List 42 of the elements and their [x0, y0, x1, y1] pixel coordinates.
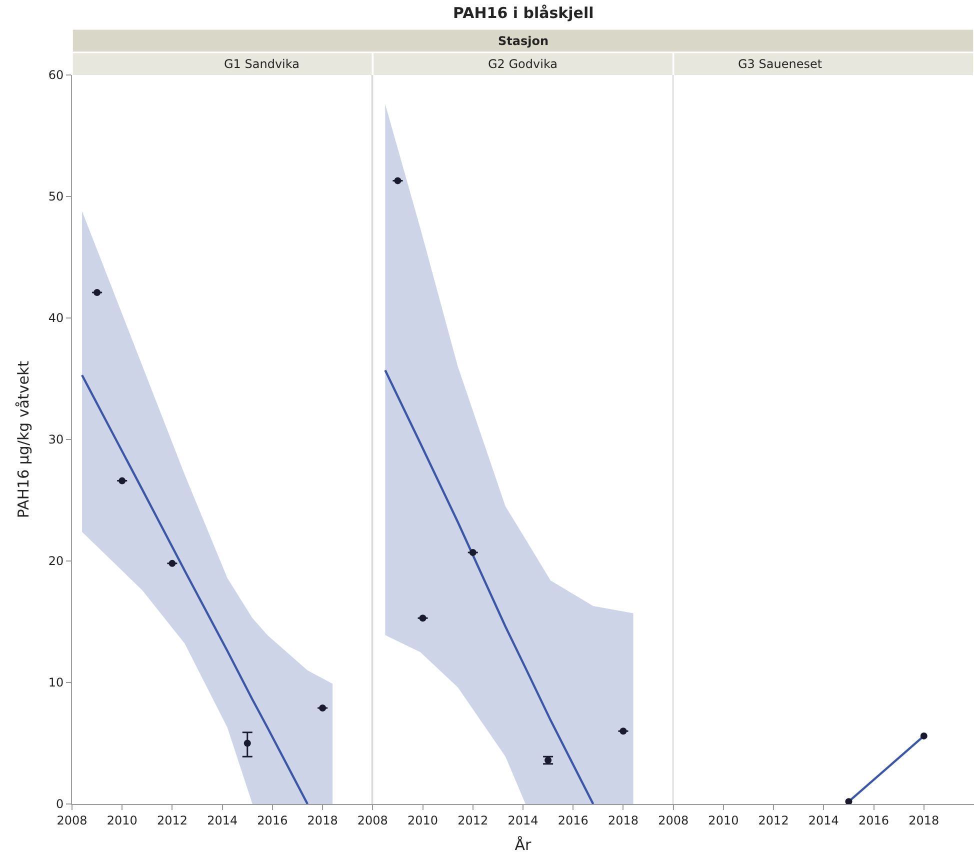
x-tick-label: 2014: [508, 813, 538, 828]
point: [168, 560, 176, 567]
chart-title: G2 Godvika: [488, 57, 558, 71]
x-tick-label: 2018: [608, 813, 638, 828]
x-tick-label: 2018: [307, 813, 338, 828]
y-tick-label: 30: [48, 432, 64, 447]
x-tick-label: 2008: [658, 813, 689, 828]
y-axis-title: PAH16 µg/kg våtvekt: [14, 360, 33, 518]
point: [620, 728, 627, 735]
y-tick-label: 0: [56, 797, 64, 812]
y-tick-label: 40: [48, 311, 64, 326]
line-series: [80, 374, 309, 804]
y-tick-label: 20: [48, 554, 64, 568]
x-tick-label: 2014: [808, 813, 839, 828]
x-tick-label: 2010: [708, 813, 739, 828]
y-tick-label: 10: [48, 676, 64, 690]
x-tick-label: 2010: [408, 813, 438, 828]
text: PAH16 i blåskjell: [453, 4, 594, 22]
x-tick-label: 2008: [56, 813, 88, 828]
x-tick-label: 2012: [758, 813, 789, 828]
point: [419, 614, 426, 622]
x-tick-label: 2012: [156, 813, 188, 828]
x-tick-label: 2016: [858, 813, 890, 828]
x-tick-label: 2018: [908, 813, 940, 828]
point: [394, 177, 402, 184]
y-tick-label: 50: [48, 190, 64, 204]
x-axis-title: År: [514, 836, 532, 854]
point: [94, 288, 101, 296]
x-tick-label: 2014: [207, 813, 238, 828]
x-tick-label: 2010: [106, 813, 138, 828]
point: [244, 740, 251, 747]
y-tick-label: 60: [48, 68, 64, 82]
chart-title: G3 Saueneset: [738, 57, 822, 71]
x-tick-label: 2008: [357, 813, 388, 828]
text: Stasjon: [498, 34, 549, 48]
x-tick-label: 2012: [458, 813, 488, 828]
point: [319, 704, 326, 712]
x-tick-label: 2016: [558, 813, 588, 828]
chart-title: G1 Sandvika: [224, 57, 300, 71]
x-tick-label: 2016: [257, 813, 288, 828]
point: [469, 549, 476, 556]
point: [118, 477, 126, 484]
